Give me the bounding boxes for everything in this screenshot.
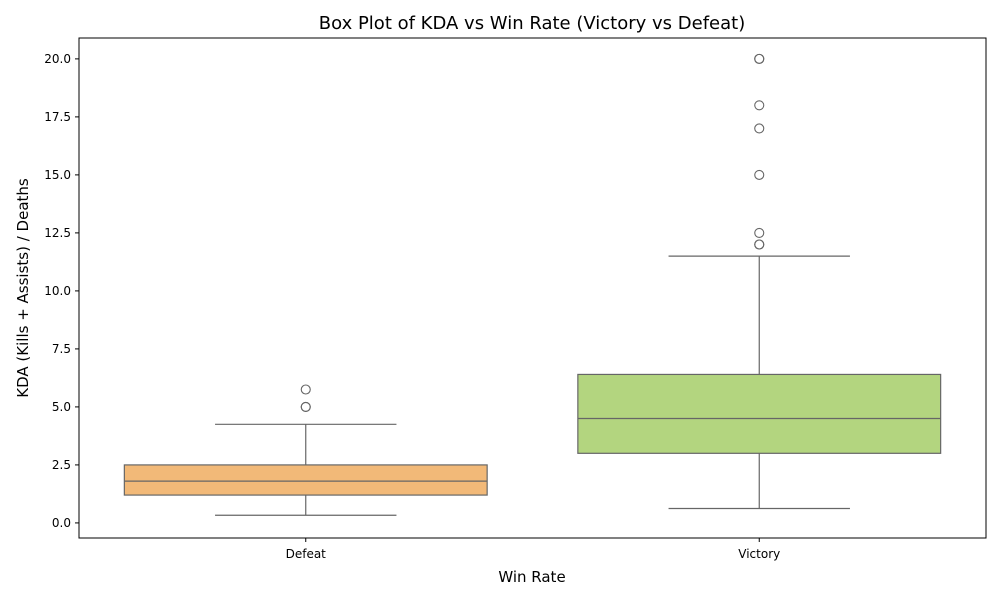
outlier-point xyxy=(754,100,765,111)
plot-frame xyxy=(78,37,987,539)
outlier-point xyxy=(754,239,765,250)
outlier-point xyxy=(754,169,765,180)
y-tick-label: 2.5 xyxy=(52,458,71,472)
outlier-point xyxy=(300,384,311,395)
outlier-point xyxy=(754,123,765,134)
x-axis-label: Win Rate xyxy=(498,568,565,586)
outlier-point xyxy=(300,401,311,412)
y-axis-label: KDA (Kills + Assists) / Deaths xyxy=(14,178,32,398)
y-tick-label: 10.0 xyxy=(44,284,71,298)
y-tick-label: 17.5 xyxy=(44,110,71,124)
x-tick-label: Defeat xyxy=(286,547,327,561)
outlier-point xyxy=(754,53,765,64)
y-tick-label: 7.5 xyxy=(52,342,71,356)
y-tick-label: 0.0 xyxy=(52,516,71,530)
y-tick-label: 12.5 xyxy=(44,226,71,240)
y-tick-label: 20.0 xyxy=(44,52,71,66)
outlier-point xyxy=(754,227,765,238)
y-tick-label: 15.0 xyxy=(44,168,71,182)
box-victory xyxy=(577,373,942,454)
box-defeat xyxy=(123,464,488,496)
x-tick-label: Victory xyxy=(738,547,780,561)
chart-title: Box Plot of KDA vs Win Rate (Victory vs … xyxy=(319,13,745,34)
y-tick-label: 5.0 xyxy=(52,400,71,414)
